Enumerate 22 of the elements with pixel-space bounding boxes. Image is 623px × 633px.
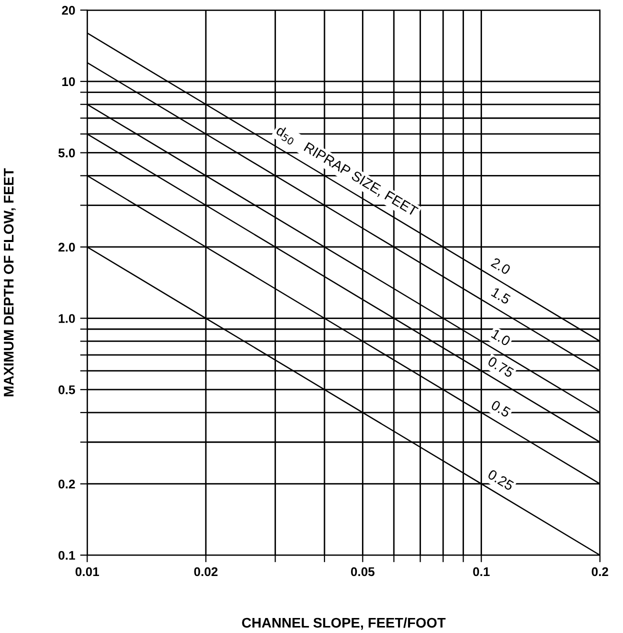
y-tick-label: 20 (62, 6, 75, 15)
x-tick-label: 0.01 (76, 567, 100, 576)
y-tick-label: 0.1 (58, 550, 76, 560)
text: 0.25 (487, 469, 514, 491)
text: 0.75 (487, 356, 514, 378)
text: 2.0 (490, 257, 512, 275)
y-tick-label: 0.5 (58, 385, 76, 394)
x-axis-title: CHANNEL SLOPE, FEET/FOOT (242, 617, 446, 630)
y-axis-title: MAXIMUM DEPTH OF FLOW, FEET (4, 168, 16, 396)
y-tick-label: 5.0 (58, 148, 75, 158)
x-tick-label: 0.2 (592, 567, 608, 576)
x-tick-label: 0.02 (194, 567, 218, 576)
x-tick-label: 0.1 (473, 567, 490, 576)
y-tick-label: 10 (62, 77, 75, 86)
y-tick-label: 0.2 (58, 480, 75, 488)
y-tick-label: 1.0 (58, 314, 75, 323)
y-tick-label: 2.0 (58, 242, 75, 252)
text: 1.5 (490, 287, 512, 305)
text: 1.0 (490, 328, 512, 346)
annotation: d$_{50}$ RIPRAP SIZE, FEET (274, 124, 419, 218)
x-tick-label: 0.05 (351, 567, 374, 576)
text: 0.5 (490, 400, 512, 418)
